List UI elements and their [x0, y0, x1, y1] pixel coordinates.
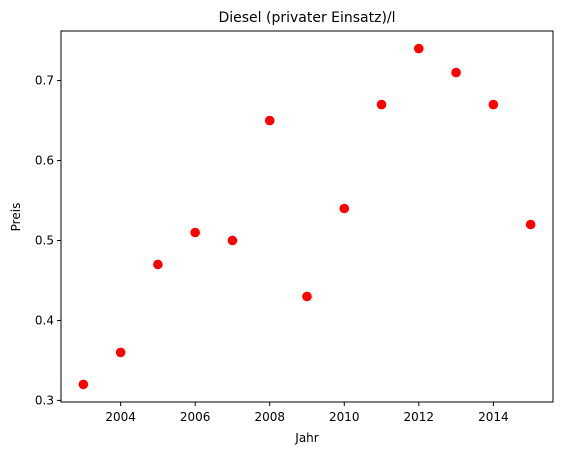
y-tick-label: 0.3 — [35, 393, 54, 407]
data-point — [153, 259, 163, 270]
data-point — [525, 219, 536, 230]
data-point — [451, 67, 461, 78]
x-tick-label: 2012 — [404, 410, 435, 424]
plot-area-frame — [60, 30, 554, 403]
x-tick-label: 2008 — [254, 410, 285, 424]
data-point — [227, 235, 238, 246]
data-point — [264, 115, 275, 126]
chart-title: Diesel (privater Einsatz)/l — [218, 10, 395, 26]
y-tick-label: 0.7 — [35, 74, 54, 88]
data-points — [78, 43, 536, 390]
data-point — [115, 347, 126, 358]
x-tick-label: 2004 — [105, 410, 136, 424]
data-point — [488, 99, 499, 110]
y-axis-label: Preis — [9, 203, 23, 232]
y-axis-ticks: 0.3 0.4 0.5 0.6 0.7 — [35, 74, 61, 407]
data-point — [78, 379, 89, 390]
data-point — [339, 203, 350, 214]
x-tick-label: 2006 — [180, 410, 211, 424]
y-tick-label: 0.5 — [35, 233, 54, 247]
x-tick-label: 2014 — [478, 410, 509, 424]
x-axis-ticks: 2004 2006 2008 2010 2012 2014 — [105, 402, 509, 424]
y-tick-label: 0.4 — [35, 313, 54, 327]
y-tick-label: 0.6 — [35, 154, 54, 168]
data-point — [376, 99, 387, 110]
data-point — [414, 43, 424, 54]
data-point — [302, 291, 312, 302]
data-point — [190, 227, 200, 238]
x-tick-label: 2010 — [329, 410, 360, 424]
x-axis-label: Jahr — [294, 431, 318, 445]
